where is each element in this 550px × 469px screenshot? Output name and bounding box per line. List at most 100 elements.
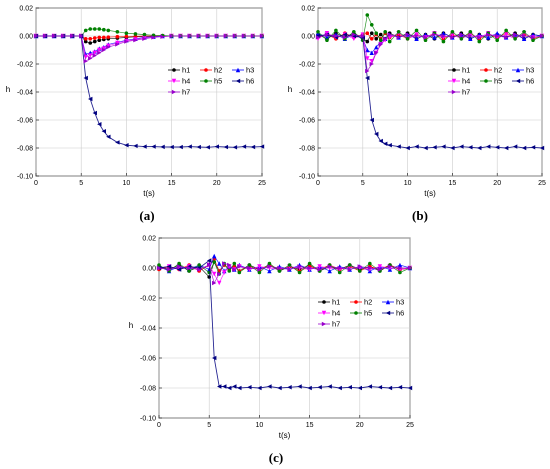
- legend-marker-h7: [171, 89, 177, 95]
- point-h5: [83, 28, 88, 33]
- point-h6: [232, 145, 238, 150]
- point-h7: [33, 33, 39, 39]
- point-h5: [450, 30, 455, 34]
- y-tick-label: 0.00: [301, 34, 315, 41]
- point-h6: [450, 145, 455, 151]
- point-h7: [360, 33, 365, 39]
- point-h5: [102, 27, 106, 32]
- point-h4: [257, 264, 262, 269]
- point-h6: [212, 355, 217, 361]
- point-h6: [214, 144, 219, 149]
- point-h6: [178, 144, 183, 150]
- point-h7: [133, 38, 138, 43]
- legend-label-h3: h3: [246, 66, 254, 75]
- point-h7: [237, 264, 242, 269]
- x-tick-label: 15: [449, 180, 457, 187]
- point-h4: [414, 32, 419, 37]
- point-h6: [241, 144, 247, 149]
- point-h5: [468, 30, 473, 34]
- point-h6: [486, 144, 491, 149]
- point-h5: [307, 261, 312, 266]
- x-tick-label: 25: [406, 422, 414, 429]
- point-h5: [414, 28, 419, 33]
- point-h6: [196, 144, 201, 150]
- point-h7: [69, 33, 75, 39]
- point-h4: [212, 271, 217, 277]
- point-h5: [92, 27, 97, 31]
- point-h5: [369, 23, 374, 27]
- point-h6: [237, 385, 242, 391]
- x-tick-label: 20: [356, 422, 364, 429]
- legend-marker-h4: [451, 78, 457, 84]
- legend-marker-h2: [354, 300, 358, 304]
- point-h1: [97, 38, 102, 42]
- point-h6: [106, 134, 111, 139]
- point-h6: [407, 385, 413, 391]
- x-tick-label: 20: [213, 180, 221, 187]
- point-h6: [83, 75, 88, 81]
- legend-label-h2: h2: [214, 66, 222, 75]
- x-tick-label: 10: [256, 422, 264, 429]
- point-h3: [414, 36, 419, 41]
- point-h5: [513, 37, 517, 41]
- point-h6: [377, 385, 383, 390]
- point-h4: [365, 56, 370, 61]
- point-h6: [187, 144, 192, 149]
- x-tick-label: 5: [361, 180, 365, 187]
- point-h6: [441, 144, 446, 149]
- point-h1: [88, 41, 93, 45]
- point-h6: [101, 129, 106, 134]
- legend-label-h5: h5: [364, 309, 372, 318]
- legend-marker-h4: [171, 78, 177, 84]
- y-tick-label: 0.00: [142, 266, 156, 273]
- legend-label-h6: h6: [526, 77, 534, 86]
- point-h5: [396, 30, 401, 34]
- point-h6: [222, 384, 227, 389]
- point-h5: [277, 269, 282, 273]
- point-h7: [407, 265, 413, 271]
- point-h2: [369, 37, 374, 41]
- point-h6: [207, 258, 212, 263]
- point-h7: [347, 267, 352, 272]
- point-h7: [503, 35, 509, 40]
- point-h6: [223, 144, 229, 150]
- y-tick-label: -0.08: [140, 386, 156, 393]
- point-h6: [383, 141, 388, 146]
- point-h7: [212, 280, 217, 286]
- point-h6: [327, 384, 332, 389]
- point-h4: [222, 270, 227, 275]
- legend-marker-h5: [484, 79, 488, 83]
- y-tick-label: -0.06: [140, 356, 156, 363]
- point-h7: [367, 265, 373, 271]
- y-tick-label: -0.04: [17, 90, 33, 97]
- point-h7: [101, 47, 106, 53]
- point-h7: [257, 267, 262, 272]
- point-h6: [151, 144, 156, 149]
- point-h7: [521, 33, 527, 39]
- x-tick-label: 10: [123, 180, 131, 187]
- point-h7: [166, 267, 172, 272]
- y-tick-label: 0.00: [19, 34, 33, 41]
- point-h7: [217, 271, 222, 277]
- legend-marker-h2: [484, 68, 488, 72]
- point-h5: [398, 270, 402, 275]
- point-h2: [124, 34, 129, 39]
- point-h4: [503, 32, 509, 37]
- point-h2: [365, 31, 370, 35]
- point-h5: [197, 263, 201, 267]
- point-h5: [232, 261, 237, 266]
- point-h4: [115, 40, 120, 46]
- point-h7: [196, 33, 201, 39]
- point-h7: [441, 33, 446, 39]
- point-h1: [83, 39, 88, 44]
- point-h6: [176, 267, 182, 272]
- point-h7: [477, 35, 482, 40]
- point-h6: [521, 145, 527, 151]
- legend-label-h1: h1: [332, 298, 340, 307]
- x-tick-label: 15: [168, 180, 176, 187]
- legend-label-h3: h3: [526, 66, 534, 75]
- point-h4: [377, 264, 383, 269]
- point-h7: [486, 32, 491, 37]
- legend-label-h2: h2: [364, 298, 372, 307]
- point-h4: [106, 43, 111, 48]
